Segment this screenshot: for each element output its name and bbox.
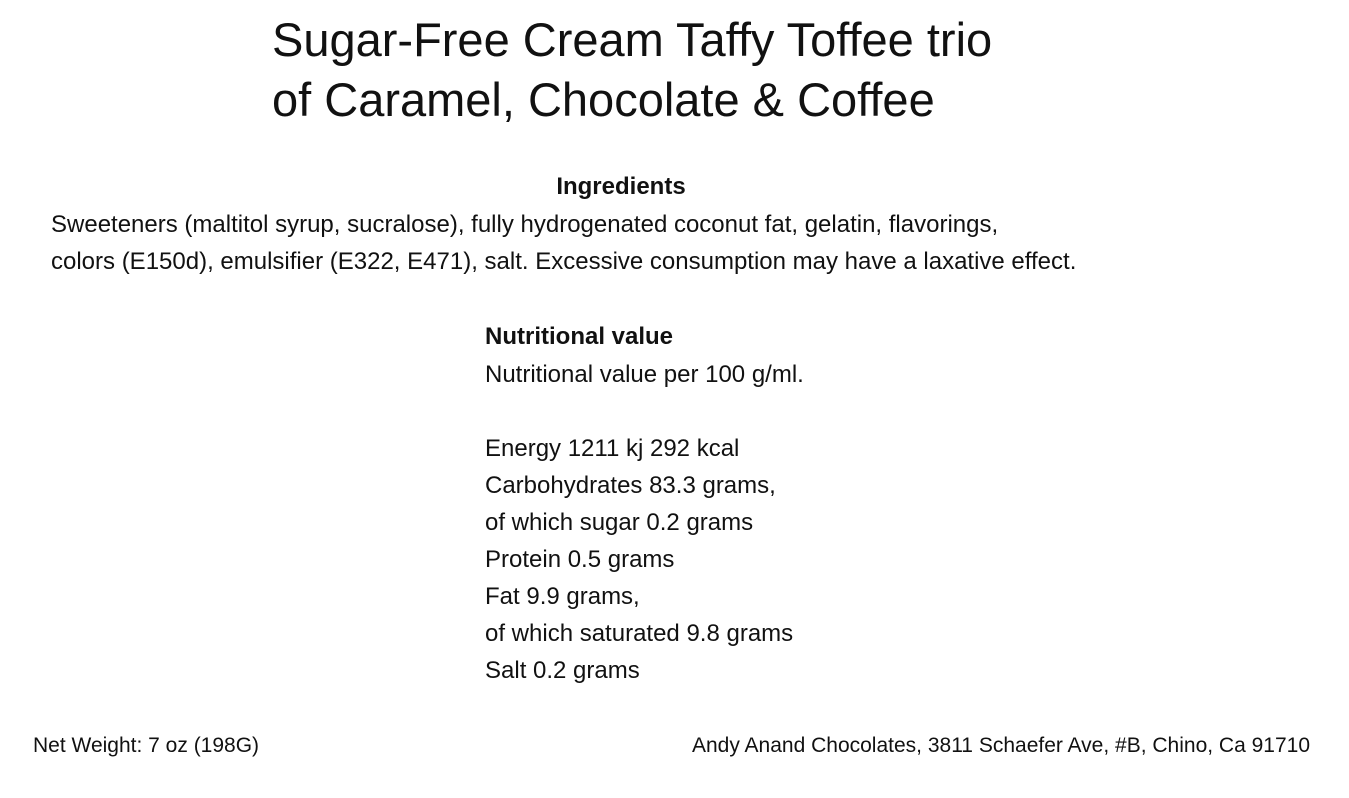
- nutrition-protein: Protein 0.5 grams: [485, 546, 675, 573]
- ingredients-line-1: Sweeteners (maltitol syrup, sucralose), …: [51, 211, 999, 238]
- title-line-2: of Caramel, Chocolate & Coffee: [272, 73, 935, 126]
- nutrition-carbohydrates: Carbohydrates 83.3 grams,: [485, 472, 776, 499]
- nutrition-heading: Nutritional value: [485, 323, 674, 350]
- ingredients-line-2: colors (E150d), emulsifier (E322, E471),…: [51, 248, 1077, 275]
- net-weight: Net Weight: 7 oz (198G): [33, 734, 260, 757]
- nutrition-sugar: of which sugar 0.2 grams: [485, 509, 754, 536]
- nutrition-salt: Salt 0.2 grams: [485, 657, 640, 684]
- nutrition-fat: Fat 9.9 grams,: [485, 583, 640, 610]
- nutrition-energy: Energy 1211 kj 292 kcal: [485, 435, 740, 462]
- title-line-1: Sugar-Free Cream Taffy Toffee trio: [272, 13, 993, 66]
- ingredients-heading: Ingredients: [556, 173, 686, 200]
- nutrition-saturated: of which saturated 9.8 grams: [485, 620, 794, 647]
- nutrition-intro: Nutritional value per 100 g/ml.: [485, 361, 804, 388]
- manufacturer-address: Andy Anand Chocolates, 3811 Schaefer Ave…: [692, 734, 1310, 757]
